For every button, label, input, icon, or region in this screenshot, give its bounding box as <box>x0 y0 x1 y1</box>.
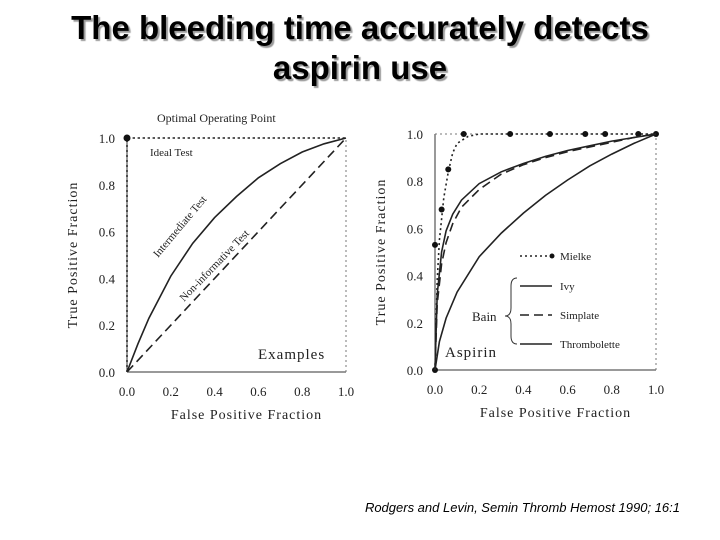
mielke-data-point <box>635 131 642 137</box>
y-tick-label: 0.6 <box>99 225 116 240</box>
annotation-bain: Bain <box>472 309 497 324</box>
legend-label-mielke: Mielke <box>560 251 591 263</box>
annotation-non-informative-test: Non-informative Test <box>178 228 252 304</box>
series-ivy-line <box>434 133 657 371</box>
annotation-examples: Examples <box>258 347 325 363</box>
y-tick-label: 0.8 <box>99 178 115 193</box>
y-tick-label: 0.4 <box>407 269 424 284</box>
y-tick-label: 0.2 <box>99 318 115 333</box>
mielke-data-point <box>507 131 514 137</box>
series-non-informative-testline <box>126 137 347 373</box>
x-tick-label: 0.2 <box>163 384 179 399</box>
mielke-data-point <box>445 166 452 173</box>
series-mielke-line <box>434 133 656 371</box>
y-tick-label: 0.4 <box>99 271 116 286</box>
y-tick-label: 1.0 <box>407 127 423 142</box>
mielke-data-point <box>460 131 467 137</box>
series-simplate-line <box>434 133 657 371</box>
legend-label-ivy: Ivy <box>560 281 575 293</box>
slide-title: The bleeding time accurately detects asp… <box>0 8 720 88</box>
roc-examples-chart: 0.0 0.2 0.4 0.6 0.8 1.0 0.0 0.2 0.4 0.6 0.8 1.0 Fals… <box>66 111 354 423</box>
y-tick-label: 0.2 <box>407 316 423 331</box>
y-tick-label: 1.0 <box>99 131 115 146</box>
mielke-data-point <box>438 206 445 213</box>
x-tick-label: 0.8 <box>604 382 620 397</box>
x-tick-label: 0.0 <box>427 382 443 397</box>
y-axis-label: True Positive Fraction <box>66 182 81 329</box>
optimal-operating-point-marker <box>123 134 131 142</box>
x-tick-label: 0.6 <box>559 382 576 397</box>
x-tick-label: 0.6 <box>250 384 267 399</box>
legend-label-simplate: Simplate <box>560 310 599 322</box>
mielke-data-point <box>546 131 553 137</box>
x-tick-label: 1.0 <box>648 382 664 397</box>
bain-bracket <box>504 277 518 345</box>
series-ideal-testline <box>126 137 346 372</box>
title-line-2: aspirin use <box>272 49 448 86</box>
legend-label-thrombolette: Thrombolette <box>560 339 620 351</box>
roc-aspirin-chart: 0.0 0.2 0.4 0.6 0.8 1.0 0.0 0.2 0.4 0.6 0.8 1.0 Fals… <box>374 127 664 421</box>
x-axis-label: False Positive Fraction <box>171 408 322 423</box>
x-axis-label: False Positive Fraction <box>480 406 631 421</box>
mielke-data-point <box>602 131 609 137</box>
legend-marker-mielke <box>549 253 555 259</box>
series-intermediate-testline <box>126 137 347 373</box>
y-tick-label: 0.6 <box>407 221 424 236</box>
y-tick-label: 0.0 <box>99 365 115 380</box>
x-tick-label: 0.2 <box>471 382 487 397</box>
y-tick-label: 0.8 <box>407 174 423 189</box>
annotation-ideal-test: Ideal Test <box>150 147 193 159</box>
x-tick-label: 0.4 <box>206 384 223 399</box>
annotation-optimal-point: Optimal Operating Point <box>157 111 276 125</box>
annotation-aspirin: Aspirin <box>445 345 497 361</box>
title-line-1: The bleeding time accurately detects <box>71 9 649 46</box>
y-axis-label: True Positive Fraction <box>374 179 389 326</box>
x-tick-label: 1.0 <box>338 384 354 399</box>
series-thrombolette-line <box>434 133 657 371</box>
x-tick-label: 0.0 <box>119 384 135 399</box>
mielke-data-point <box>582 131 589 137</box>
annotation-intermediate-test: Intermediate Test <box>151 194 209 260</box>
citation: Rodgers and Levin, Semin Thromb Hemost 1… <box>364 500 680 515</box>
x-tick-label: 0.8 <box>294 384 310 399</box>
mielke-data-point <box>432 241 438 248</box>
y-tick-label: 0.0 <box>407 363 423 378</box>
x-tick-label: 0.4 <box>515 382 532 397</box>
